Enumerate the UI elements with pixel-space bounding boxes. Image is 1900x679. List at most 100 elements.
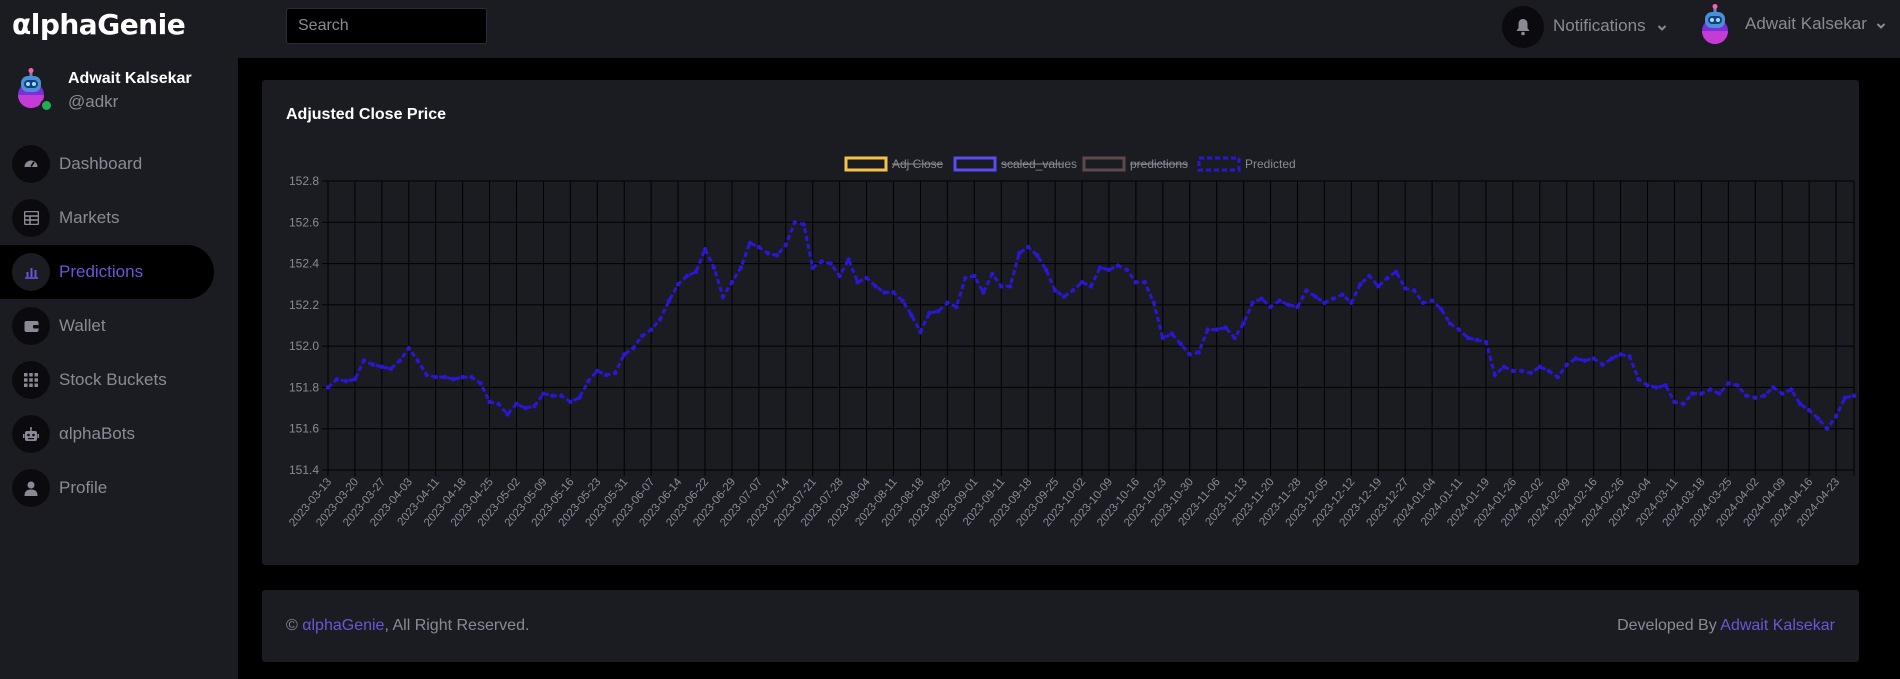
legend-swatch xyxy=(1197,156,1241,172)
predicted-point xyxy=(1797,401,1803,407)
predicted-point xyxy=(1851,393,1857,398)
predicted-point xyxy=(487,399,492,405)
predicted-point xyxy=(990,271,995,277)
predicted-point xyxy=(972,273,977,279)
footer-brand-link[interactable]: αlphaGenie xyxy=(302,617,385,634)
sidebar-item-profile[interactable]: Profile xyxy=(0,461,214,515)
legend-label-predicted[interactable]: Predicted xyxy=(1245,157,1296,171)
predicted-point xyxy=(379,364,385,369)
predicted-series-line xyxy=(326,220,1855,432)
predicted-point xyxy=(496,401,501,407)
predicted-point xyxy=(1456,327,1462,332)
sidebar-item-label: αlphaBots xyxy=(59,424,135,443)
predicted-point xyxy=(1519,368,1525,374)
grid-icon xyxy=(24,373,38,387)
sidebar-item-wallet[interactable]: Wallet xyxy=(0,299,214,353)
profile-handle: @adkr xyxy=(68,92,119,111)
chevron-down-icon[interactable] xyxy=(1657,23,1667,33)
predicted-point xyxy=(1232,335,1237,341)
predicted-point xyxy=(1699,391,1704,396)
predicted-point xyxy=(1088,284,1094,289)
predicted-point xyxy=(1385,275,1390,281)
predicted-point xyxy=(1672,399,1677,405)
predicted-point xyxy=(1833,414,1839,419)
predicted-point xyxy=(1788,387,1794,392)
predicted-point xyxy=(810,265,815,270)
sidebar-item-dashboard[interactable]: Dashboard xyxy=(0,137,214,191)
predicted-point xyxy=(1268,304,1273,310)
sidebar-item-label: Profile xyxy=(59,478,108,497)
predicted-point xyxy=(1681,401,1686,407)
predicted-point xyxy=(586,379,591,384)
predicted-point xyxy=(1358,282,1363,287)
sidebar-item-markets[interactable]: Markets xyxy=(0,191,214,245)
chart-card: Adjusted Close Price 152.8 152.6 152.4 152.… xyxy=(262,80,1859,565)
predicted-point xyxy=(424,372,429,378)
footer: © αlphaGenie, All Right Reserved. Develo… xyxy=(262,590,1859,662)
y-tick-label: 151.4 xyxy=(289,463,319,477)
search-input[interactable] xyxy=(286,8,487,44)
predicted-point xyxy=(1555,374,1560,380)
predicted-point xyxy=(406,346,411,351)
y-tick-label: 151.8 xyxy=(289,380,319,394)
table-icon xyxy=(23,211,39,225)
predicted-point xyxy=(684,273,690,279)
dashboard-icon xyxy=(24,160,38,167)
predicted-point xyxy=(1349,300,1354,305)
predicted-point xyxy=(909,312,914,318)
predicted-point xyxy=(1367,273,1372,279)
predicted-point xyxy=(900,298,905,303)
predicted-point xyxy=(1717,391,1722,396)
sidebar-item-label: Predictions xyxy=(59,262,144,281)
predicted-point xyxy=(1008,284,1013,289)
sidebar-item-label: Dashboard xyxy=(59,154,143,173)
user-name[interactable]: Adwait Kalsekar xyxy=(1745,14,1867,33)
predicted-point xyxy=(1106,267,1112,272)
predicted-point xyxy=(1259,296,1264,301)
predicted-point xyxy=(1510,368,1516,374)
predicted-point xyxy=(1034,253,1040,258)
predicted-point xyxy=(1564,362,1569,367)
developer-link[interactable]: Adwait Kalsekar xyxy=(1720,617,1835,634)
predicted-point xyxy=(505,412,510,417)
sidebar-item-alphabots[interactable]: αlphaBots xyxy=(0,407,214,461)
predicted-point xyxy=(891,290,896,295)
predicted-point xyxy=(1779,391,1785,396)
predicted-point xyxy=(1376,284,1381,289)
predicted-point xyxy=(352,376,358,382)
predicted-point xyxy=(873,284,878,289)
predicted-point xyxy=(1501,364,1507,369)
predicted-point xyxy=(711,265,717,270)
avatar[interactable] xyxy=(1694,4,1736,46)
predicted-point xyxy=(1546,368,1552,374)
sidebar-item-predictions[interactable]: Predictions xyxy=(0,245,214,299)
sidebar-item-stock-buckets[interactable]: Stock Buckets xyxy=(0,353,214,407)
predicted-point xyxy=(1582,358,1587,363)
predicted-point xyxy=(756,244,762,250)
predicted-point xyxy=(1627,354,1632,359)
predicted-point xyxy=(541,391,546,396)
predicted-point xyxy=(1654,385,1659,390)
predicted-point xyxy=(657,317,663,322)
notifications-button[interactable] xyxy=(1502,6,1544,48)
predicted-point xyxy=(855,279,860,285)
predicted-point xyxy=(478,381,483,386)
predicted-point xyxy=(370,362,376,367)
predicted-point xyxy=(1295,304,1300,310)
profile-avatar xyxy=(18,68,44,108)
predicted-point xyxy=(361,358,367,363)
predicted-point xyxy=(1609,356,1614,361)
predicted-point xyxy=(1663,383,1668,388)
predicted-point xyxy=(918,329,923,334)
footer-copyright: © αlphaGenie, All Right Reserved. xyxy=(286,617,530,634)
app-logo[interactable]: αlphaGenie xyxy=(12,8,186,41)
chevron-down-icon[interactable] xyxy=(1876,21,1886,31)
y-tick-label: 152.8 xyxy=(289,174,319,188)
notifications-label[interactable]: Notifications xyxy=(1553,16,1646,35)
sidebar-item-label: Wallet xyxy=(59,316,106,335)
predicted-point xyxy=(433,374,438,380)
predicted-point xyxy=(1447,321,1453,326)
predicted-point xyxy=(936,308,941,314)
predicted-point xyxy=(738,265,744,270)
chart-icon xyxy=(24,268,38,279)
